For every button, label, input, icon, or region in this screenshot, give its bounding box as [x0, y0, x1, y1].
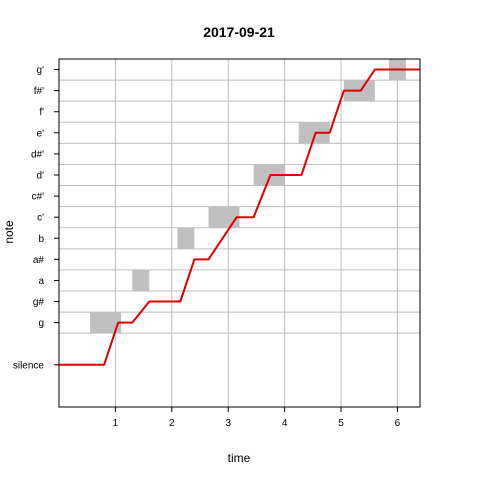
y-axis: silence g g# a a# b c' c#' d' d#' e' f' f#' g': [13, 65, 59, 371]
plot-frame: [58, 58, 421, 408]
y-tick-label: g': [37, 65, 45, 76]
target-note-bar: [177, 227, 195, 249]
pitch-line: [59, 68, 420, 366]
y-tick-label: b: [38, 234, 44, 245]
target-note-bar: [90, 312, 122, 334]
y-tick-label: d': [37, 171, 45, 182]
x-tick-label: 5: [338, 418, 344, 429]
y-tick-label: c': [37, 213, 44, 224]
y-tick-label: a#: [33, 255, 45, 266]
y-tick-label: a: [38, 276, 44, 287]
y-tick-label: g#: [33, 297, 45, 308]
x-tick-label: 2: [169, 418, 175, 429]
target-note-bar: [132, 269, 150, 291]
x-tick-label: 3: [225, 418, 231, 429]
y-tick-label: e': [37, 128, 45, 139]
x-axis: 1 2 3 4 5 6: [113, 407, 401, 429]
target-note-bar: [253, 164, 285, 186]
chart-title: 2017-09-21: [203, 24, 275, 40]
y-tick-label: c#': [32, 192, 45, 203]
y-tick-label: g: [38, 318, 44, 329]
target-note-bar: [298, 122, 330, 144]
x-tick-label: 4: [282, 418, 288, 429]
target-notes: [90, 59, 406, 334]
x-tick-label: 1: [113, 418, 119, 429]
x-tick-label: 6: [395, 418, 401, 429]
series-group: [59, 68, 420, 366]
x-axis-label: time: [228, 451, 251, 465]
y-tick-label: silence: [13, 360, 45, 371]
y-tick-label: f': [39, 107, 44, 118]
target-note-bar: [208, 206, 240, 228]
y-tick-label: f#': [34, 86, 44, 97]
grid: [59, 58, 420, 407]
y-tick-label: d#': [31, 149, 44, 160]
y-axis-label: note: [2, 220, 16, 244]
